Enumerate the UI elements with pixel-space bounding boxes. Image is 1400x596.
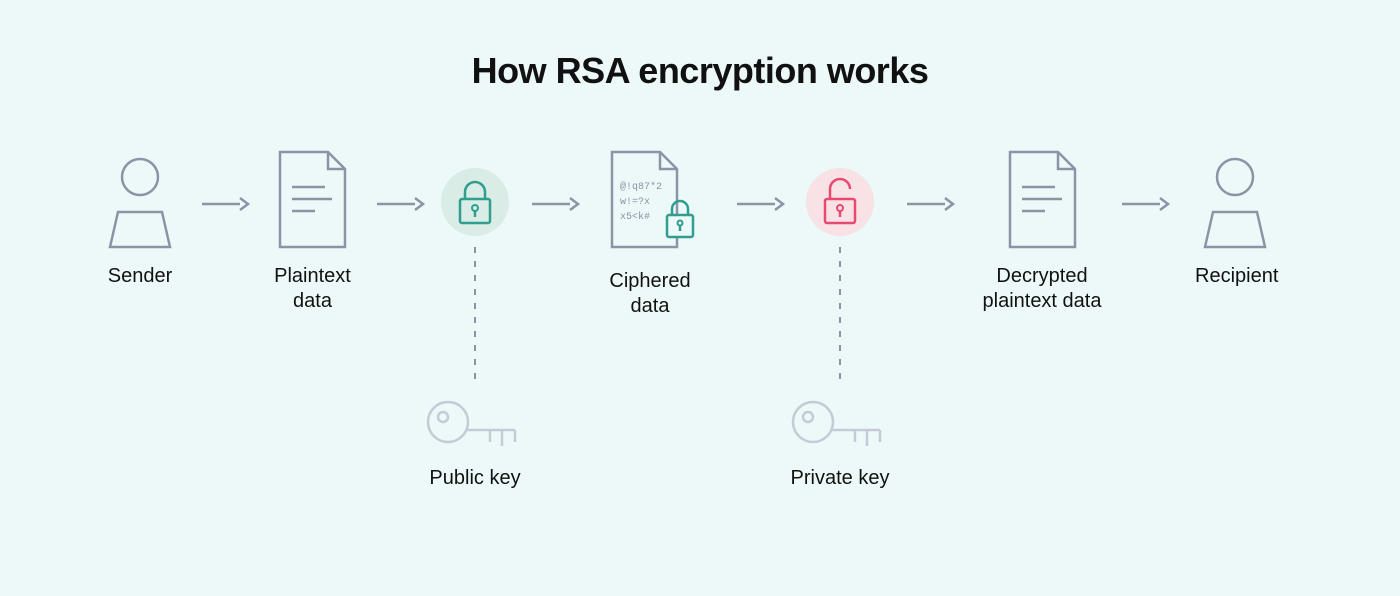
arrow-6	[1120, 194, 1170, 214]
node-recipient: Recipient	[1195, 152, 1275, 289]
ciphered-label: Ciphered data	[590, 269, 710, 319]
node-sender: Sender	[100, 152, 180, 289]
person-icon	[1195, 152, 1275, 252]
node-public-key: Public key	[420, 392, 530, 490]
plaintext-label: Plaintext data	[270, 264, 355, 314]
node-plaintext: Plaintext data	[270, 147, 355, 314]
diagram-stage: Sender Plaintext data	[0, 92, 1400, 592]
public-key-connector	[440, 247, 510, 387]
node-ciphered: @!q87*2 w!=?x x5<k# Ciphered data	[600, 147, 710, 319]
sender-label: Sender	[100, 264, 180, 289]
decrypted-label: Decrypted plaintext data	[962, 264, 1122, 314]
node-public-lock	[440, 167, 510, 237]
private-key-connector	[805, 247, 875, 387]
key-icon	[420, 392, 530, 457]
arrow-2	[375, 194, 425, 214]
recipient-label: Recipient	[1195, 264, 1275, 289]
document-icon	[1000, 147, 1085, 252]
node-decrypted: Decrypted plaintext data	[1000, 147, 1085, 314]
arrow-5	[905, 194, 955, 214]
lock-open-icon	[805, 167, 875, 237]
private-key-label: Private key	[785, 467, 895, 490]
public-key-label: Public key	[420, 467, 530, 490]
cipher-line3: x5<k#	[620, 211, 650, 223]
diagram-title: How RSA encryption works	[0, 0, 1400, 92]
dashed-line-icon	[805, 247, 875, 387]
person-icon	[100, 152, 180, 252]
arrow-3	[530, 194, 580, 214]
document-icon	[270, 147, 355, 252]
cipher-line2: w!=?x	[620, 197, 650, 208]
node-private-lock	[805, 167, 875, 237]
dashed-line-icon	[440, 247, 510, 387]
key-icon	[785, 392, 895, 457]
arrow-4	[735, 194, 785, 214]
node-private-key: Private key	[785, 392, 895, 490]
ciphered-document-icon: @!q87*2 w!=?x x5<k#	[600, 147, 710, 257]
lock-closed-icon	[440, 167, 510, 237]
cipher-line1: @!q87*2	[620, 181, 662, 193]
arrow-1	[200, 194, 250, 214]
